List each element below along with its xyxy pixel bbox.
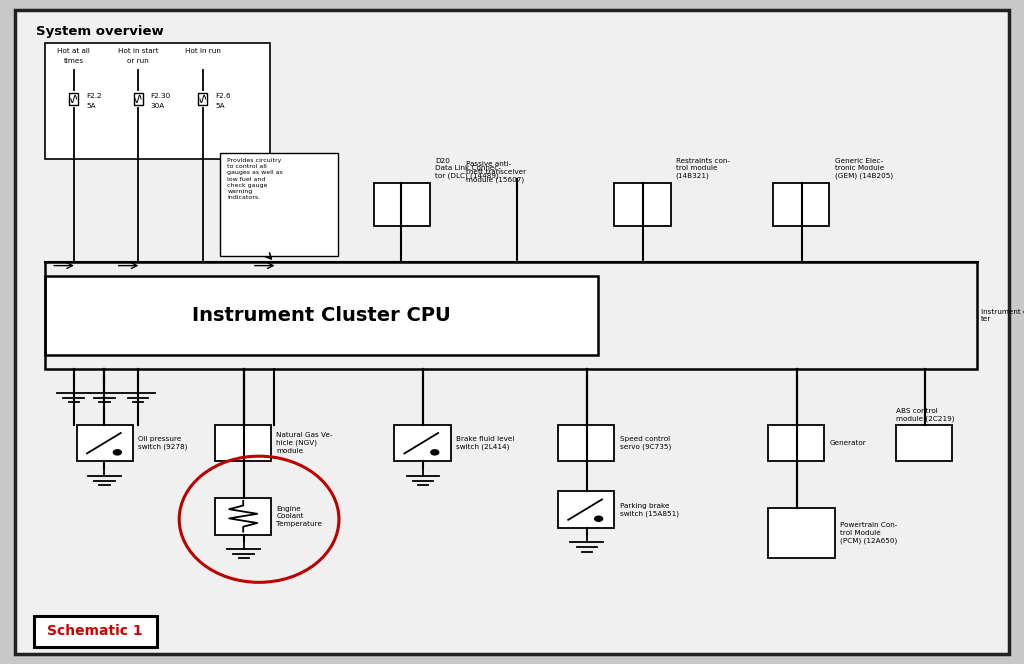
Text: D20
Data Link Connec-
tor (DLC) (14489): D20 Data Link Connec- tor (DLC) (14489)	[435, 158, 501, 179]
Text: Engine
Coolant
Temperature: Engine Coolant Temperature	[276, 506, 323, 527]
Bar	[768, 425, 824, 461]
Text: Instrument clus-
ter: Instrument clus- ter	[981, 309, 1024, 322]
Circle shape	[431, 450, 438, 455]
Text: times: times	[63, 58, 84, 64]
Text: 30A: 30A	[151, 102, 165, 109]
Text: Generic Elec-
tronic Module
(GEM) (14B205): Generic Elec- tronic Module (GEM) (14B20…	[835, 158, 893, 179]
Bar	[77, 425, 133, 461]
Text: ABS control
module (2C219): ABS control module (2C219)	[896, 408, 954, 422]
Bar	[34, 616, 157, 647]
Bar	[215, 425, 271, 461]
Text: F2.2: F2.2	[86, 92, 101, 99]
Bar	[215, 498, 271, 535]
Text: Natural Gas Ve-
hicle (NGV)
module: Natural Gas Ve- hicle (NGV) module	[276, 432, 333, 454]
Bar	[45, 262, 977, 369]
Bar	[896, 425, 952, 461]
Bar	[133, 93, 143, 105]
Bar	[614, 183, 671, 226]
Text: Generator: Generator	[829, 440, 866, 446]
Text: Hot in start: Hot in start	[118, 48, 159, 54]
Bar	[45, 43, 270, 159]
Bar	[768, 508, 835, 558]
Text: Passive anti-
theft transceiver
module (15607): Passive anti- theft transceiver module (…	[466, 161, 526, 183]
Circle shape	[114, 450, 121, 455]
Text: F2.6: F2.6	[215, 92, 230, 99]
Text: or run: or run	[127, 58, 150, 64]
Text: 5A: 5A	[86, 102, 95, 109]
Bar	[558, 491, 614, 528]
Bar	[220, 153, 338, 256]
Text: Schematic 1: Schematic 1	[47, 624, 143, 639]
Bar	[198, 93, 208, 105]
Text: Oil pressure
switch (9278): Oil pressure switch (9278)	[138, 436, 187, 450]
Text: Hot in run: Hot in run	[184, 48, 221, 54]
Text: Provides circuitry
to control all
gauges as well as
low fuel and
check gauge
war: Provides circuitry to control all gauges…	[227, 158, 283, 201]
Bar	[69, 93, 79, 105]
Circle shape	[595, 516, 602, 521]
Text: F2.30: F2.30	[151, 92, 171, 99]
Text: System overview: System overview	[36, 25, 164, 39]
Text: Parking brake
switch (15A851): Parking brake switch (15A851)	[620, 503, 679, 517]
Text: 5A: 5A	[215, 102, 224, 109]
Text: Hot at all: Hot at all	[57, 48, 90, 54]
Bar	[374, 183, 430, 226]
Bar	[558, 425, 614, 461]
Text: Speed control
servo (9C735): Speed control servo (9C735)	[620, 436, 671, 450]
Bar	[773, 183, 829, 226]
Text: Restraints con-
trol module
(14B321): Restraints con- trol module (14B321)	[676, 158, 730, 179]
Bar	[394, 425, 451, 461]
Text: Powertrain Con-
trol Module
(PCM) (12A650): Powertrain Con- trol Module (PCM) (12A65…	[840, 522, 897, 544]
Text: Instrument Cluster CPU: Instrument Cluster CPU	[193, 306, 451, 325]
Bar	[45, 276, 598, 355]
Text: Brake fluid level
switch (2L414): Brake fluid level switch (2L414)	[456, 436, 514, 450]
